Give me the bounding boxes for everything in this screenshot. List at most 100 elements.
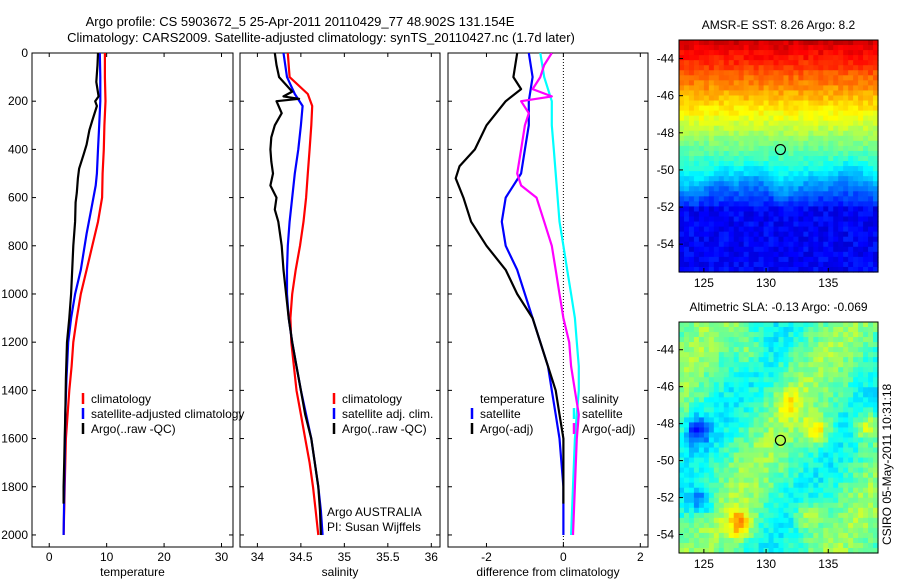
sst-cell xyxy=(838,166,844,172)
sla-cell xyxy=(778,347,785,353)
sla-cell xyxy=(843,352,849,358)
sst-cell xyxy=(868,145,874,152)
sla-cell xyxy=(868,332,874,338)
sst-cell xyxy=(693,241,700,248)
sla-cell xyxy=(833,427,839,434)
sla-cell xyxy=(708,367,715,373)
sla-cell xyxy=(863,362,869,368)
sla-cell xyxy=(848,352,854,358)
sst-cell xyxy=(843,171,849,177)
sla-cell xyxy=(798,537,804,544)
sst-cell xyxy=(683,221,690,228)
sst-cell xyxy=(853,186,859,192)
sla-cell xyxy=(763,517,770,524)
sst-cell xyxy=(698,261,705,268)
sst-cell xyxy=(788,196,795,202)
sla-cell xyxy=(818,442,824,449)
sst-cell xyxy=(693,140,700,147)
sla-cell xyxy=(803,397,809,403)
sst-cell xyxy=(718,161,725,167)
sst-cell xyxy=(688,216,695,223)
sla-cell xyxy=(803,522,809,529)
sla-cell xyxy=(693,342,700,348)
sst-cell xyxy=(828,130,834,137)
sst-cell xyxy=(818,50,824,56)
sla-cell xyxy=(803,512,809,519)
sst-cell xyxy=(693,161,700,167)
sst-cell xyxy=(708,125,715,132)
sst-cell xyxy=(768,130,775,137)
sst-cell xyxy=(718,256,725,263)
sst-cell xyxy=(703,231,710,238)
sla-cell xyxy=(768,532,775,539)
sst-cell xyxy=(828,65,834,71)
sst-cell xyxy=(803,130,809,137)
sst-cell xyxy=(723,85,730,92)
sst-cell xyxy=(823,266,829,273)
sla-cell xyxy=(818,352,824,358)
sst-cell xyxy=(858,221,864,228)
sst-cell xyxy=(698,60,705,66)
sst-cell xyxy=(698,65,705,71)
sla-cell xyxy=(723,327,730,333)
sst-cell xyxy=(788,186,795,192)
sla-cell xyxy=(858,382,864,388)
sst-cell xyxy=(763,186,770,192)
sla-cell xyxy=(778,482,785,489)
sst-cell xyxy=(713,75,720,81)
sla-cell xyxy=(763,457,770,464)
sla-cell xyxy=(693,322,700,328)
temp-legend-climatology-label: climatology xyxy=(91,392,151,406)
sst-cell xyxy=(793,45,799,51)
sla-cell xyxy=(748,517,755,524)
sst-cell xyxy=(688,156,695,162)
sla-cell xyxy=(728,337,735,343)
sla-cell xyxy=(753,387,760,393)
sst-cell xyxy=(828,90,834,97)
sst-cell xyxy=(763,125,770,132)
sst-cell xyxy=(778,80,785,86)
sla-cell xyxy=(788,327,795,333)
sla-cell xyxy=(703,332,710,338)
sst-cell xyxy=(828,120,834,127)
temp-legend-argo-label: Argo(..raw -QC) xyxy=(91,422,176,436)
sst-cell xyxy=(793,251,799,258)
sla-cell xyxy=(728,322,735,328)
sla-cell xyxy=(733,432,740,439)
sst-cell xyxy=(848,125,854,132)
sst-cell xyxy=(703,55,710,61)
sla-cell xyxy=(728,542,735,549)
sla-cell xyxy=(728,452,735,459)
sst-cell xyxy=(823,60,829,66)
sst-cell xyxy=(818,100,824,107)
sst-cell xyxy=(763,65,770,71)
sst-cell xyxy=(718,176,725,182)
sla-cell xyxy=(708,447,715,454)
salinity-xlabel: salinity xyxy=(322,565,359,579)
sst-cell xyxy=(853,246,859,253)
sst-cell xyxy=(833,100,839,107)
sst-cell xyxy=(848,70,854,76)
sla-cell xyxy=(768,447,775,454)
sla-cell xyxy=(833,342,839,348)
sst-cell xyxy=(863,55,869,61)
sla-cell xyxy=(788,467,795,474)
sla-cell xyxy=(698,547,705,554)
sst-cell xyxy=(688,191,695,197)
sst-cell xyxy=(848,145,854,152)
sst-cell xyxy=(813,241,819,248)
sla-cell xyxy=(703,422,710,429)
sla-cell xyxy=(813,417,819,424)
sla-cell xyxy=(818,332,824,338)
sst-cell xyxy=(773,55,780,61)
sst-cell xyxy=(873,156,879,162)
sst-cell xyxy=(753,130,760,137)
sst-cell xyxy=(853,55,859,61)
sst-cell xyxy=(848,130,854,137)
sst-cell xyxy=(683,110,690,117)
sst-cell xyxy=(808,231,814,238)
sst-cell xyxy=(808,201,814,208)
sst-cell xyxy=(703,156,710,162)
sst-cell xyxy=(863,80,869,86)
